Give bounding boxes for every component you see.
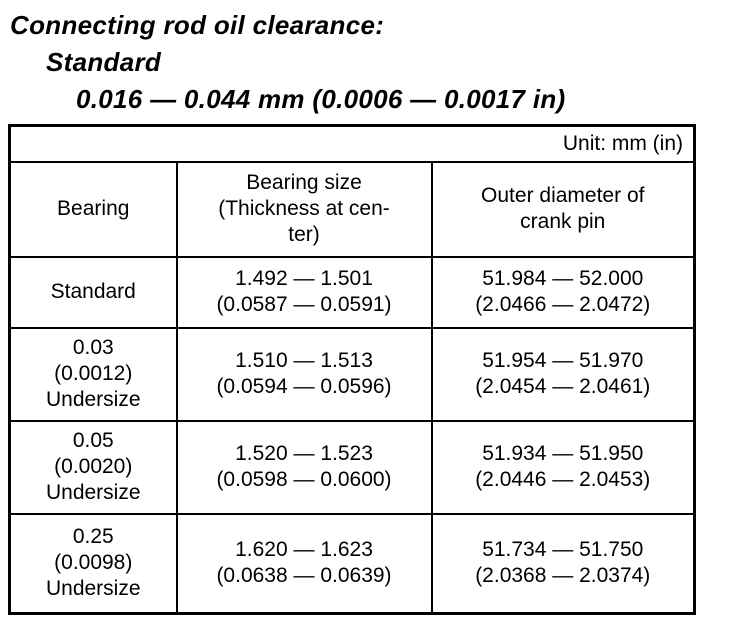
spec-subtitle-standard: Standard <box>46 47 162 77</box>
cell-outer-diameter: 51.984 — 52.000 (2.0466 — 2.0472) <box>430 255 696 329</box>
cell-bearing-size: 1.492 — 1.501 (0.0587 — 0.0591) <box>175 255 433 329</box>
cell-bearing: Standard <box>8 255 178 329</box>
cell-outer-diameter: 51.954 — 51.970 (2.0454 — 2.0461) <box>430 326 696 422</box>
column-header-bearing: Bearing <box>8 160 178 258</box>
cell-outer-diameter: 51.934 — 51.950 (2.0446 — 2.0453) <box>430 419 696 515</box>
table-row-standard: Standard 1.492 — 1.501 (0.0587 — 0.0591)… <box>8 255 696 329</box>
column-header-bearing-size: Bearing size (Thickness at cen- ter) <box>175 160 433 258</box>
cell-bearing-size: 1.620 — 1.623 (0.0638 — 0.0639) <box>175 512 433 615</box>
column-header-outer-diameter: Outer diameter of crank pin <box>430 160 696 258</box>
bearing-spec-table: Unit: mm (in) Bearing Bearing size (Thic… <box>8 124 697 615</box>
cell-bearing: 0.25 (0.0098) Undersize <box>8 512 178 615</box>
spec-heading: Connecting rod oil clearance: Standard 0… <box>0 0 736 118</box>
cell-bearing: 0.05 (0.0020) Undersize <box>8 419 178 515</box>
cell-bearing: 0.03 (0.0012) Undersize <box>8 326 178 422</box>
table-row-undersize-003: 0.03 (0.0012) Undersize 1.510 — 1.513 (0… <box>8 326 696 422</box>
table-header-row: Bearing Bearing size (Thickness at cen- … <box>8 160 696 258</box>
table-row-undersize-025: 0.25 (0.0098) Undersize 1.620 — 1.623 (0… <box>8 512 696 615</box>
cell-bearing-size: 1.520 — 1.523 (0.0598 — 0.0600) <box>175 419 433 515</box>
unit-label: Unit: mm (in) <box>8 124 696 163</box>
table-row-undersize-005: 0.05 (0.0020) Undersize 1.520 — 1.523 (0… <box>8 419 696 515</box>
unit-row: Unit: mm (in) <box>8 124 696 163</box>
spec-title: Connecting rod oil clearance: <box>10 10 385 40</box>
spec-clearance-value: 0.016 — 0.044 mm (0.0006 — 0.0017 in) <box>76 84 566 114</box>
cell-outer-diameter: 51.734 — 51.750 (2.0368 — 2.0374) <box>430 512 696 615</box>
cell-bearing-size: 1.510 — 1.513 (0.0594 — 0.0596) <box>175 326 433 422</box>
